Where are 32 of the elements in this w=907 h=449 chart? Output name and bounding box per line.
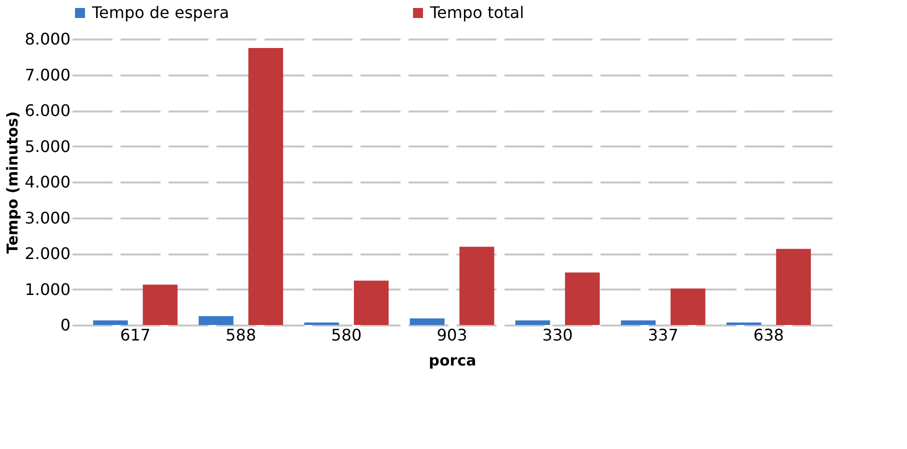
bar — [776, 248, 811, 325]
bar — [459, 246, 494, 325]
x-tick-label: 617 — [120, 326, 151, 344]
legend-label: Tempo total — [429, 3, 524, 22]
bar — [565, 272, 600, 325]
bar — [93, 320, 128, 325]
legend-label: Tempo de espera — [91, 3, 230, 22]
y-tick-label: 0 — [60, 316, 70, 334]
bar — [410, 318, 445, 325]
y-tick-label: 5.000 — [24, 136, 70, 156]
y-tick-label: 4.000 — [24, 172, 70, 192]
y-tick-label: 8.000 — [24, 30, 70, 48]
y-tick-label: 1.000 — [24, 280, 70, 299]
bar — [515, 320, 550, 325]
bar — [670, 288, 706, 325]
y-tick-label: 7.000 — [24, 65, 70, 84]
x-tick-label: 580 — [331, 326, 362, 344]
y-tick-label: 6.000 — [24, 101, 70, 120]
x-axis-title: porca — [428, 352, 476, 370]
x-tick-label: 337 — [648, 326, 678, 344]
x-tick-label: 903 — [436, 326, 468, 344]
bar — [198, 316, 234, 325]
y-tick-label: 3.000 — [24, 208, 70, 228]
bar — [620, 320, 656, 325]
y-axis-title: Tempo (minutos) — [4, 111, 22, 254]
bar — [248, 48, 284, 325]
x-tick-label: 330 — [542, 326, 573, 344]
bar — [142, 284, 178, 325]
x-tick-label: 638 — [753, 326, 784, 344]
x-tick-label: 588 — [226, 326, 256, 344]
y-tick-label: 2.000 — [24, 244, 70, 263]
bar — [354, 280, 389, 325]
